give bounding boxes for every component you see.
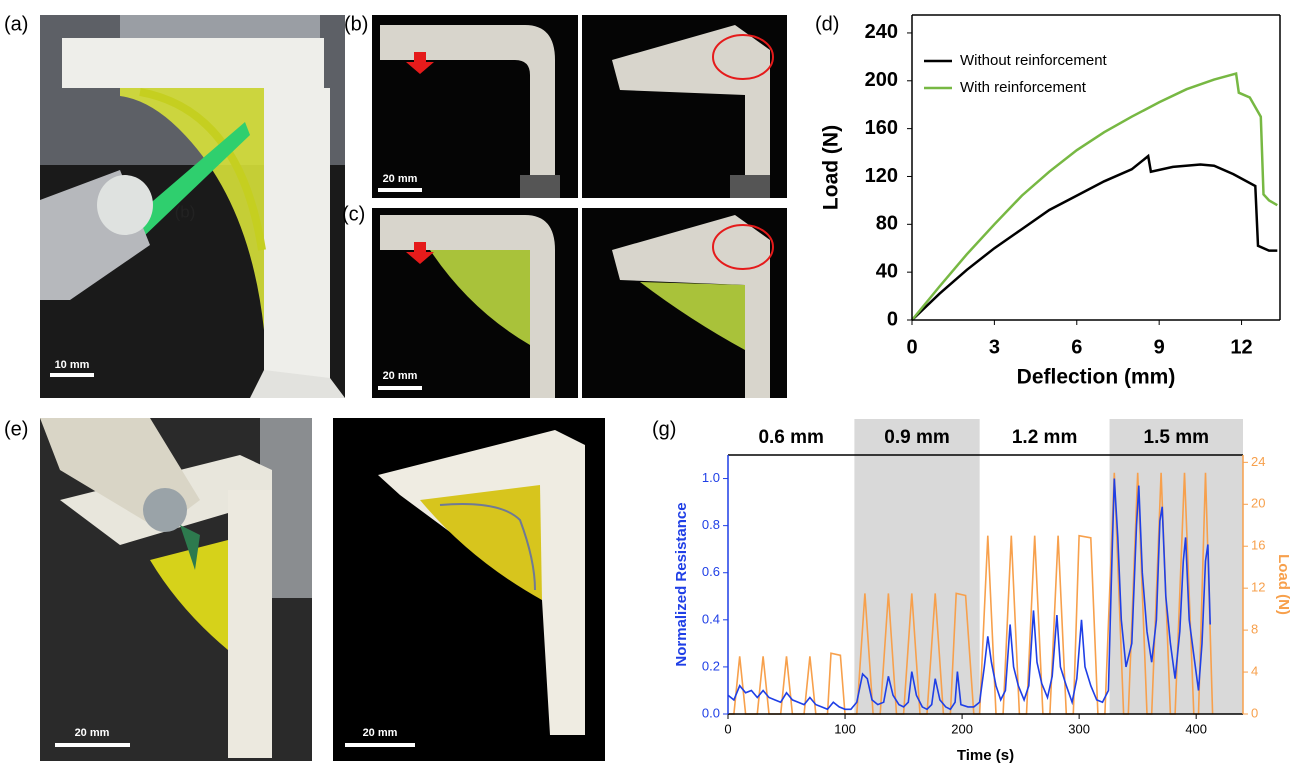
scale-bar-label: 20 mm <box>383 173 418 185</box>
y-tick-label: 0.2 <box>702 658 720 673</box>
scale-bar-label: 10 mm <box>55 359 90 371</box>
y2-tick-label: 4 <box>1251 663 1258 678</box>
panel-label: (f) <box>338 418 357 440</box>
y-axis-label: Load (N) <box>820 125 843 210</box>
panel-label: (e) <box>4 418 28 440</box>
photo-a: 10 mm (b) <box>40 15 345 398</box>
x-tick-label: 0 <box>724 721 731 736</box>
x-axis-label: Time (s) <box>957 747 1014 764</box>
data-line <box>727 478 1211 711</box>
y-tick-label: 240 <box>865 21 898 43</box>
y2-tick-label: 16 <box>1251 538 1265 553</box>
x-tick-label: 200 <box>951 721 973 736</box>
x-tick-label: 0 <box>906 336 917 358</box>
y-tick-label: 0.4 <box>702 611 720 626</box>
x-tick-label: 12 <box>1230 336 1252 358</box>
y2-tick-label: 8 <box>1251 622 1258 637</box>
y2-tick-label: 0 <box>1251 705 1258 720</box>
y2-tick-label: 12 <box>1251 580 1265 595</box>
y2-tick-label: 24 <box>1251 454 1265 469</box>
region-label: 0.9 mm <box>884 427 949 448</box>
region-label: 1.2 mm <box>1012 427 1077 448</box>
photo-c: 20 mm <box>372 208 787 398</box>
panel-label: (a) <box>4 13 28 35</box>
photo-e: 20 mm <box>40 418 312 761</box>
y-tick-label: 1.0 <box>702 470 720 485</box>
y-tick-label: 200 <box>865 69 898 91</box>
y-tick-label: 160 <box>865 117 898 139</box>
inset-label: (b) <box>175 202 196 221</box>
x-tick-label: 400 <box>1185 721 1207 736</box>
y-tick-label: 0 <box>887 308 898 330</box>
y-tick-label: 0.6 <box>702 564 720 579</box>
x-tick-label: 3 <box>989 336 1000 358</box>
region <box>980 419 1110 714</box>
y2-tick-label: 20 <box>1251 496 1265 511</box>
y2-axis-label: Load (N) <box>1275 554 1292 615</box>
data-line <box>911 153 1278 321</box>
x-tick-label: 100 <box>834 721 856 736</box>
x-tick-label: 9 <box>1154 336 1165 358</box>
photo-f: 20 mm <box>333 418 605 761</box>
panel-label: (d) <box>815 13 839 35</box>
legend-label: Without reinforcement <box>960 52 1108 69</box>
x-tick-label: 6 <box>1071 336 1082 358</box>
region-label: 1.5 mm <box>1144 427 1209 448</box>
region-label: 0.6 mm <box>758 427 823 448</box>
photo-b: 20 mm <box>372 15 787 198</box>
scale-bar-label: 20 mm <box>363 727 398 739</box>
panel-label: (g) <box>652 418 676 440</box>
legend-label: With reinforcement <box>960 79 1087 96</box>
panel-label: (c) <box>342 203 365 225</box>
panel-label: (b) <box>344 13 368 35</box>
y-tick-label: 40 <box>876 260 898 282</box>
x-axis-label: Deflection (mm) <box>1017 366 1176 389</box>
y-tick-label: 120 <box>865 165 898 187</box>
region <box>728 419 854 714</box>
y-axis-label: Normalized Resistance <box>673 502 690 666</box>
y-tick-label: 80 <box>876 213 898 235</box>
y-tick-label: 0.0 <box>702 705 720 720</box>
scale-bar-label: 20 mm <box>383 370 418 382</box>
x-tick-label: 300 <box>1068 721 1090 736</box>
data-line <box>911 72 1278 321</box>
y-tick-label: 0.8 <box>702 517 720 532</box>
scale-bar-label: 20 mm <box>75 727 110 739</box>
